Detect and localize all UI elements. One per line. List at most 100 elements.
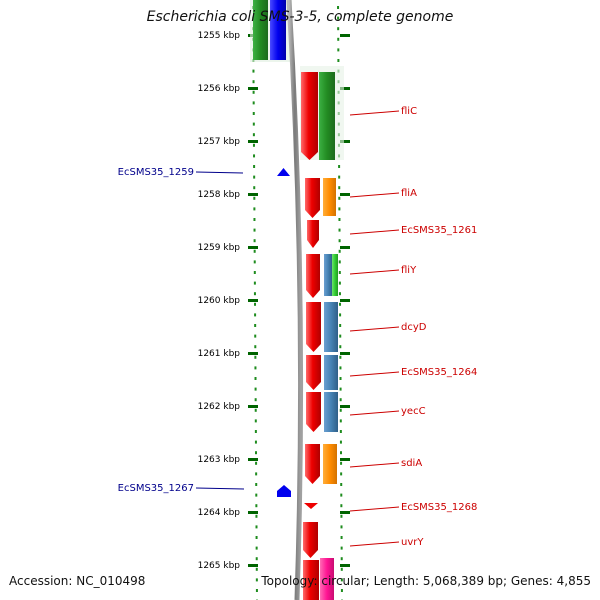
gene-arrow [306, 355, 321, 390]
guide-dot [253, 196, 256, 200]
topology-text: Topology: circular; Length: 5,068,389 bp… [261, 574, 591, 588]
tick-mark [340, 458, 350, 461]
map-title: Escherichia coli SMS-3-5, complete genom… [146, 9, 454, 25]
accession-text: Accession: NC_010498 [9, 574, 146, 588]
label-line [195, 171, 244, 174]
right-label: yecC [401, 406, 426, 417]
gene-block [324, 302, 338, 352]
guide-dot [255, 483, 258, 486]
label-line [349, 269, 400, 275]
gene-arrow [301, 72, 318, 160]
gene-arrow [306, 254, 320, 298]
guide-dot [254, 302, 257, 306]
guide-dot [340, 504, 343, 508]
guide-dot [253, 228, 256, 232]
guide-dot [254, 377, 257, 380]
label-line [349, 326, 400, 332]
guide-dot [337, 6, 340, 9]
gene-block [323, 178, 336, 216]
label-line [349, 229, 400, 235]
guide-dot [339, 313, 342, 317]
gene-block [324, 355, 338, 390]
guide-dot [252, 69, 255, 73]
gene-arrow [304, 503, 318, 509]
guide-dot [340, 461, 343, 465]
guide-dot [253, 292, 256, 296]
guide-dot [338, 207, 341, 211]
right-label: sdiA [401, 458, 422, 469]
gene-block [319, 72, 335, 160]
guide-dot [255, 504, 258, 508]
tick-label: 1257 kbp [198, 137, 241, 147]
guide-dot [253, 260, 256, 264]
tick-label: 1261 kbp [198, 349, 241, 359]
scale-ticks: 1255 kbp 1256 kbp 1257 kbp 1258 kbp 1259 kbp… [198, 31, 350, 571]
guide-dot [339, 377, 342, 380]
right-label: EcSMS35_1268 [401, 502, 477, 513]
guide-dot [338, 196, 341, 200]
guide-dot [339, 398, 342, 402]
guide-dot [254, 345, 257, 349]
guide-dot [255, 557, 258, 561]
guide-dot [252, 80, 255, 84]
guide-dot [253, 271, 256, 274]
tick-label: 1259 kbp [198, 243, 241, 253]
tick-mark [248, 140, 258, 143]
tick-mark [340, 140, 350, 143]
tick-label: 1263 kbp [198, 455, 241, 465]
guide-dot [338, 175, 341, 179]
label-line [349, 541, 400, 547]
guide-dot [252, 143, 255, 147]
guide-dot [255, 589, 258, 592]
guide-dot [340, 567, 343, 571]
guide-dot [254, 355, 257, 359]
guide-dot [339, 324, 342, 327]
guide-dot [338, 292, 341, 296]
gene-arrow [303, 522, 318, 558]
guide-dot [254, 440, 257, 444]
guide-dot [253, 175, 256, 179]
tick-mark [248, 564, 258, 567]
guide-dot [338, 186, 341, 190]
guide-dot [338, 260, 341, 264]
guide-dot [254, 419, 257, 423]
guide-dot [253, 281, 256, 285]
guide-dot [255, 567, 258, 571]
tick-label: 1264 kbp [198, 508, 241, 518]
guide-dot [255, 525, 258, 529]
tick-mark [340, 246, 350, 249]
tick-mark [248, 405, 258, 408]
guide-dot [340, 557, 343, 561]
gene-block [320, 558, 334, 600]
guide-dot [339, 440, 342, 444]
guide-dot [337, 37, 340, 41]
label-line [349, 506, 400, 512]
guide-dot [254, 408, 257, 412]
label-line [349, 110, 400, 116]
label-line [349, 410, 400, 416]
gene-features [253, 0, 338, 600]
guide-dot [253, 239, 256, 243]
guide-dot [253, 154, 256, 158]
tick-label: 1258 kbp [198, 190, 241, 200]
guide-dot [339, 387, 342, 391]
guide-dot [253, 218, 256, 221]
tick-mark [340, 511, 350, 514]
gene-arrow [306, 302, 321, 352]
guide-dot [338, 271, 341, 274]
tick-mark [340, 87, 350, 90]
label-lines [195, 110, 400, 547]
gene-arrow [277, 485, 291, 497]
guide-dot [339, 408, 342, 412]
tick-label: 1265 kbp [198, 561, 241, 571]
guide-dot [339, 419, 342, 423]
tick-mark [340, 299, 350, 302]
guide-dot [340, 493, 343, 497]
gene-arrow [307, 220, 319, 248]
left-label: EcSMS35_1259 [118, 167, 194, 178]
guide-dot [338, 218, 341, 221]
gene-block [253, 0, 268, 60]
guide-dot [254, 387, 257, 391]
guide-dot [255, 451, 258, 455]
